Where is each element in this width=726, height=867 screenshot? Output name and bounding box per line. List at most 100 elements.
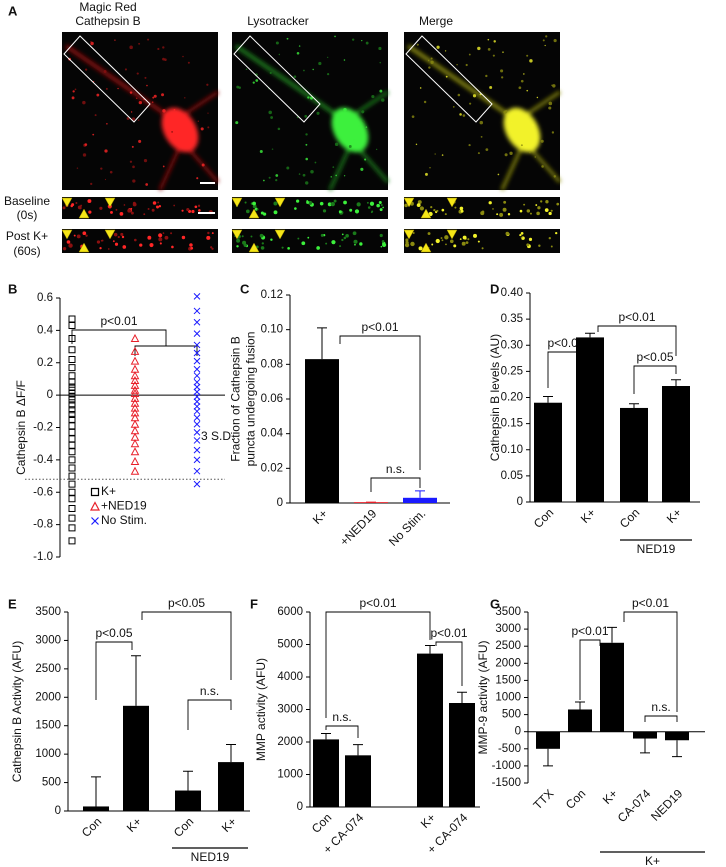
punctum bbox=[534, 156, 536, 158]
punctum bbox=[325, 242, 328, 245]
y-axis-label: Cathepsin B Activity (AFU) bbox=[10, 641, 24, 782]
punctum bbox=[551, 84, 553, 86]
punctum bbox=[82, 153, 87, 157]
punctum bbox=[84, 68, 88, 71]
punctum bbox=[161, 93, 165, 97]
x-tick-label: Con bbox=[79, 814, 104, 839]
punctum bbox=[529, 152, 531, 154]
punctum bbox=[472, 94, 477, 98]
row-label: Post K+ bbox=[6, 229, 48, 243]
punctum bbox=[366, 201, 369, 204]
punctum bbox=[198, 209, 201, 212]
punctum bbox=[268, 176, 271, 179]
y-tick-label: 3000 bbox=[495, 623, 521, 635]
punctum bbox=[162, 57, 165, 61]
punctum bbox=[419, 87, 422, 89]
point bbox=[130, 346, 140, 355]
punctum bbox=[106, 123, 108, 125]
punctum bbox=[504, 110, 508, 113]
error-bar bbox=[131, 655, 141, 706]
roi-box bbox=[63, 35, 151, 123]
point bbox=[130, 393, 140, 402]
panel-letter: A bbox=[8, 3, 18, 18]
soma bbox=[161, 107, 199, 153]
punctum bbox=[322, 209, 327, 213]
punctum bbox=[105, 87, 108, 90]
punctum bbox=[260, 246, 265, 250]
punctum bbox=[411, 115, 415, 118]
punctum bbox=[520, 232, 524, 235]
micrograph bbox=[231, 32, 390, 253]
punctum bbox=[255, 79, 259, 82]
point bbox=[193, 467, 201, 475]
punctum bbox=[535, 204, 538, 207]
punctum bbox=[497, 173, 500, 176]
punctum bbox=[477, 240, 480, 243]
group-label: NED19 bbox=[637, 542, 676, 556]
punctum bbox=[303, 69, 305, 72]
punctum bbox=[480, 211, 485, 216]
punctum bbox=[278, 53, 281, 56]
punctum bbox=[151, 101, 154, 103]
punctum bbox=[529, 212, 532, 215]
punctum bbox=[62, 206, 66, 210]
punctum bbox=[469, 102, 472, 105]
significance-label: n.s. bbox=[386, 462, 405, 476]
punctum bbox=[206, 83, 209, 86]
punctum bbox=[330, 176, 332, 178]
punctum bbox=[364, 158, 367, 161]
punctum bbox=[107, 248, 110, 250]
punctum bbox=[308, 200, 313, 205]
y-tick-label: 0.35 bbox=[501, 313, 523, 325]
point bbox=[193, 383, 201, 391]
punctum bbox=[181, 235, 186, 240]
punctum bbox=[76, 234, 81, 239]
punctum bbox=[273, 210, 278, 215]
column-title: Cathepsin B bbox=[75, 14, 140, 28]
y-tick-label: 500 bbox=[42, 777, 61, 789]
x-tick-label: K+ bbox=[310, 506, 331, 527]
error-bar bbox=[91, 776, 101, 807]
punctum bbox=[90, 41, 94, 46]
punctum bbox=[156, 205, 159, 209]
punctum bbox=[419, 206, 425, 211]
punctum bbox=[434, 153, 436, 155]
punctum bbox=[553, 39, 557, 43]
punctum bbox=[509, 151, 513, 155]
punctum bbox=[121, 235, 125, 239]
micrograph bbox=[403, 32, 562, 253]
punctum bbox=[510, 120, 513, 124]
punctum bbox=[117, 235, 120, 239]
arrowhead bbox=[78, 242, 90, 253]
punctum bbox=[380, 245, 383, 248]
y-tick-label: 0 bbox=[517, 496, 523, 508]
punctum bbox=[124, 68, 127, 71]
image-background bbox=[404, 32, 560, 190]
point bbox=[130, 333, 140, 342]
y-tick-label: 0.20 bbox=[501, 392, 523, 404]
punctum bbox=[441, 154, 444, 156]
arrowhead bbox=[248, 242, 260, 253]
punctum bbox=[538, 244, 541, 247]
punctum bbox=[362, 120, 365, 123]
y-tick-label: 1000 bbox=[277, 769, 303, 781]
y-tick-label: -0.8 bbox=[33, 519, 53, 531]
punctum bbox=[130, 207, 133, 210]
significance-label: p<0.01 bbox=[359, 596, 396, 610]
bar bbox=[449, 703, 475, 807]
punctum bbox=[555, 231, 558, 235]
punctum bbox=[96, 240, 101, 244]
punctum bbox=[453, 244, 457, 248]
punctum bbox=[361, 40, 363, 42]
punctum bbox=[334, 35, 336, 38]
punctum bbox=[123, 204, 126, 206]
error-bar bbox=[226, 743, 236, 763]
image-background bbox=[232, 32, 388, 190]
punctum bbox=[376, 203, 380, 208]
punctum bbox=[131, 117, 136, 121]
x-tick-label: NED19 bbox=[648, 786, 685, 823]
punctum bbox=[153, 94, 157, 98]
punctum bbox=[114, 39, 116, 41]
punctum bbox=[489, 85, 493, 89]
y-tick-label: 6000 bbox=[277, 606, 303, 618]
